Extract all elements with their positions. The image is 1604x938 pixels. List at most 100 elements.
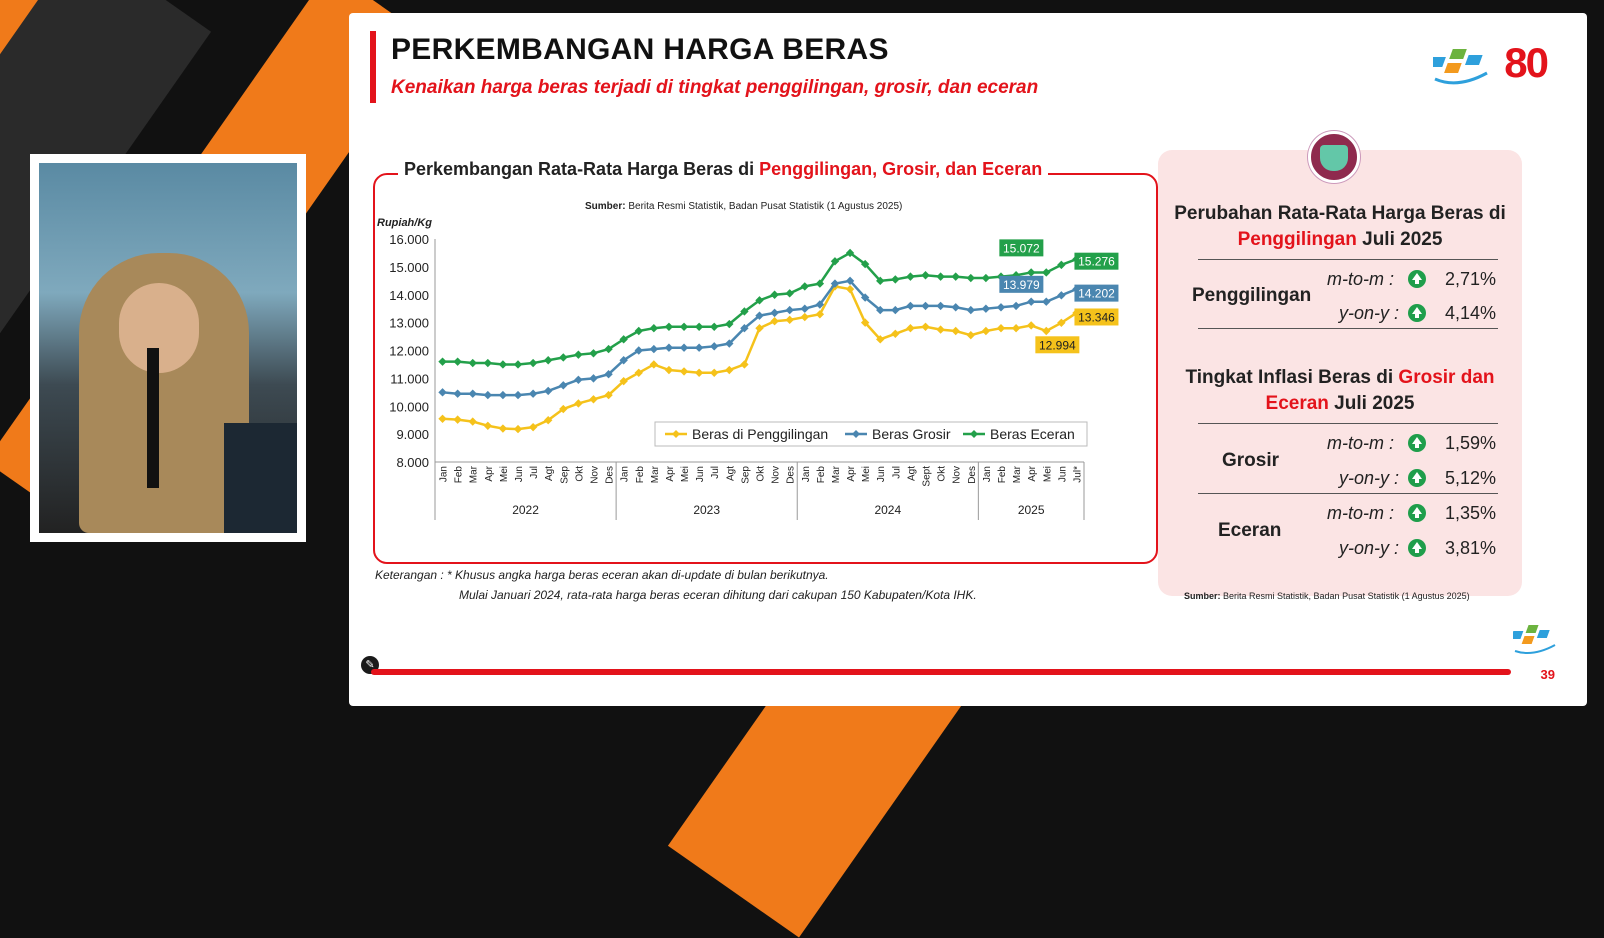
x-tick-label: Jul [710,466,721,479]
x-tick-label: Sep [740,466,751,484]
x-tick-label: Jun [1057,466,1068,482]
x-tick-label: Jun [876,466,887,482]
data-point [664,343,674,352]
slide-title: PERKEMBANGAN HARGA BERAS [391,33,889,66]
data-point [830,279,840,288]
data-point [921,271,930,280]
data-point [966,305,976,315]
x-tick-label: Agt [906,466,917,481]
data-label: 14.202 [1078,287,1115,301]
bps-logo-icon [1433,49,1488,85]
data-point [649,324,659,333]
data-point [528,358,538,368]
anniversary-80-logo: 80 [1504,39,1549,86]
data-point [785,289,794,298]
y-tick-label: 14.000 [389,288,429,303]
panel-heading-2-main: Tingkat Inflasi Beras di [1185,367,1399,388]
grosir-yoy-label: y-on-y : [1339,468,1400,488]
panel-source: Sumber: Berita Resmi Statistik, Badan Pu… [1184,591,1470,601]
data-point [981,326,991,336]
data-point [649,344,659,354]
data-point [740,360,749,369]
data-point [725,319,734,329]
data-point [498,360,508,369]
data-point [679,343,689,352]
data-label: 15.072 [1003,241,1040,255]
legend-marker [970,430,978,438]
data-point [906,324,915,333]
panel-heading-1-line-2: Penggilingan Juli 2025 [1158,229,1522,251]
laptop-icon [224,423,297,533]
year-label: 2022 [512,503,539,517]
data-point [845,284,855,294]
data-label-box [999,239,1044,257]
data-point [559,381,568,390]
data-point [740,324,749,333]
data-point [1026,268,1036,277]
data-point [710,342,719,351]
data-point [891,305,900,315]
x-tick-label: Nov [952,466,963,484]
data-point [966,273,976,283]
x-tick-label: Mei [499,466,510,482]
eceran-mtm-label: m-to-m : [1327,503,1394,523]
eceran-label: Eceran [1218,520,1282,541]
chart-title-main: Perkembangan Rata-Rata Harga Beras di [404,159,760,179]
data-point [815,310,825,319]
x-tick-label: Mar [650,465,661,483]
x-tick-label: Sep [559,466,570,484]
data-point [528,389,538,398]
x-tick-label: Feb [816,466,827,484]
data-point [770,317,779,326]
data-point [966,330,976,340]
divider [1198,423,1498,424]
data-point [815,300,825,309]
data-point [589,374,598,383]
data-label: 12.994 [1039,338,1076,352]
data-point [574,350,583,359]
chart-source: Sumber: Berita Resmi Statistik, Badan Pu… [585,201,902,212]
summary-panel [1158,150,1522,596]
data-point [800,304,809,313]
x-tick-label: Mar [1012,465,1023,483]
x-tick-label: Okt [756,466,767,482]
x-tick-label: Jan [982,466,993,482]
year-label: 2023 [693,503,720,517]
data-point [664,365,674,375]
x-tick-label: Apr [484,465,495,481]
data-label: 13.346 [1078,310,1115,324]
data-point [528,422,538,432]
data-point [906,272,915,281]
legend-marker [852,430,860,438]
data-label: 15.276 [1078,255,1115,269]
note-line-1: Keterangan : * Khusus angka harga beras … [375,568,829,582]
x-tick-label: Apr [846,465,857,481]
slide-subtitle: Kenaikan harga beras terjadi di tingkat … [391,77,1039,98]
x-tick-label: Agt [544,466,555,481]
data-point [589,395,598,404]
y-axis-label: Rupiah/Kg [377,217,432,229]
data-point [981,304,991,313]
x-tick-label: Jan [620,466,631,482]
data-point [1042,268,1051,277]
data-point [694,322,704,332]
data-point [860,318,870,327]
panel-heading-2-highlight-2: Eceran [1265,393,1329,414]
data-point [559,353,568,362]
y-tick-label: 16.000 [389,232,429,247]
x-tick-label: Des [967,466,978,484]
panel-heading-2-tail: Juli 2025 [1328,393,1415,414]
divider [1198,259,1498,260]
data-point [906,301,915,311]
penggilingan-mtm-value: 2,71% [1445,269,1497,289]
data-point [770,290,779,299]
data-point [574,375,583,384]
presentation-slide: PERKEMBANGAN HARGA BERAS Kenaikan harga … [349,13,1587,706]
data-point [815,279,825,288]
x-tick-label: Mar [831,465,842,483]
x-tick-label: Agt [725,466,736,481]
data-point [876,276,885,286]
data-point [1011,301,1021,311]
data-point [694,368,704,377]
data-point [1011,324,1021,333]
